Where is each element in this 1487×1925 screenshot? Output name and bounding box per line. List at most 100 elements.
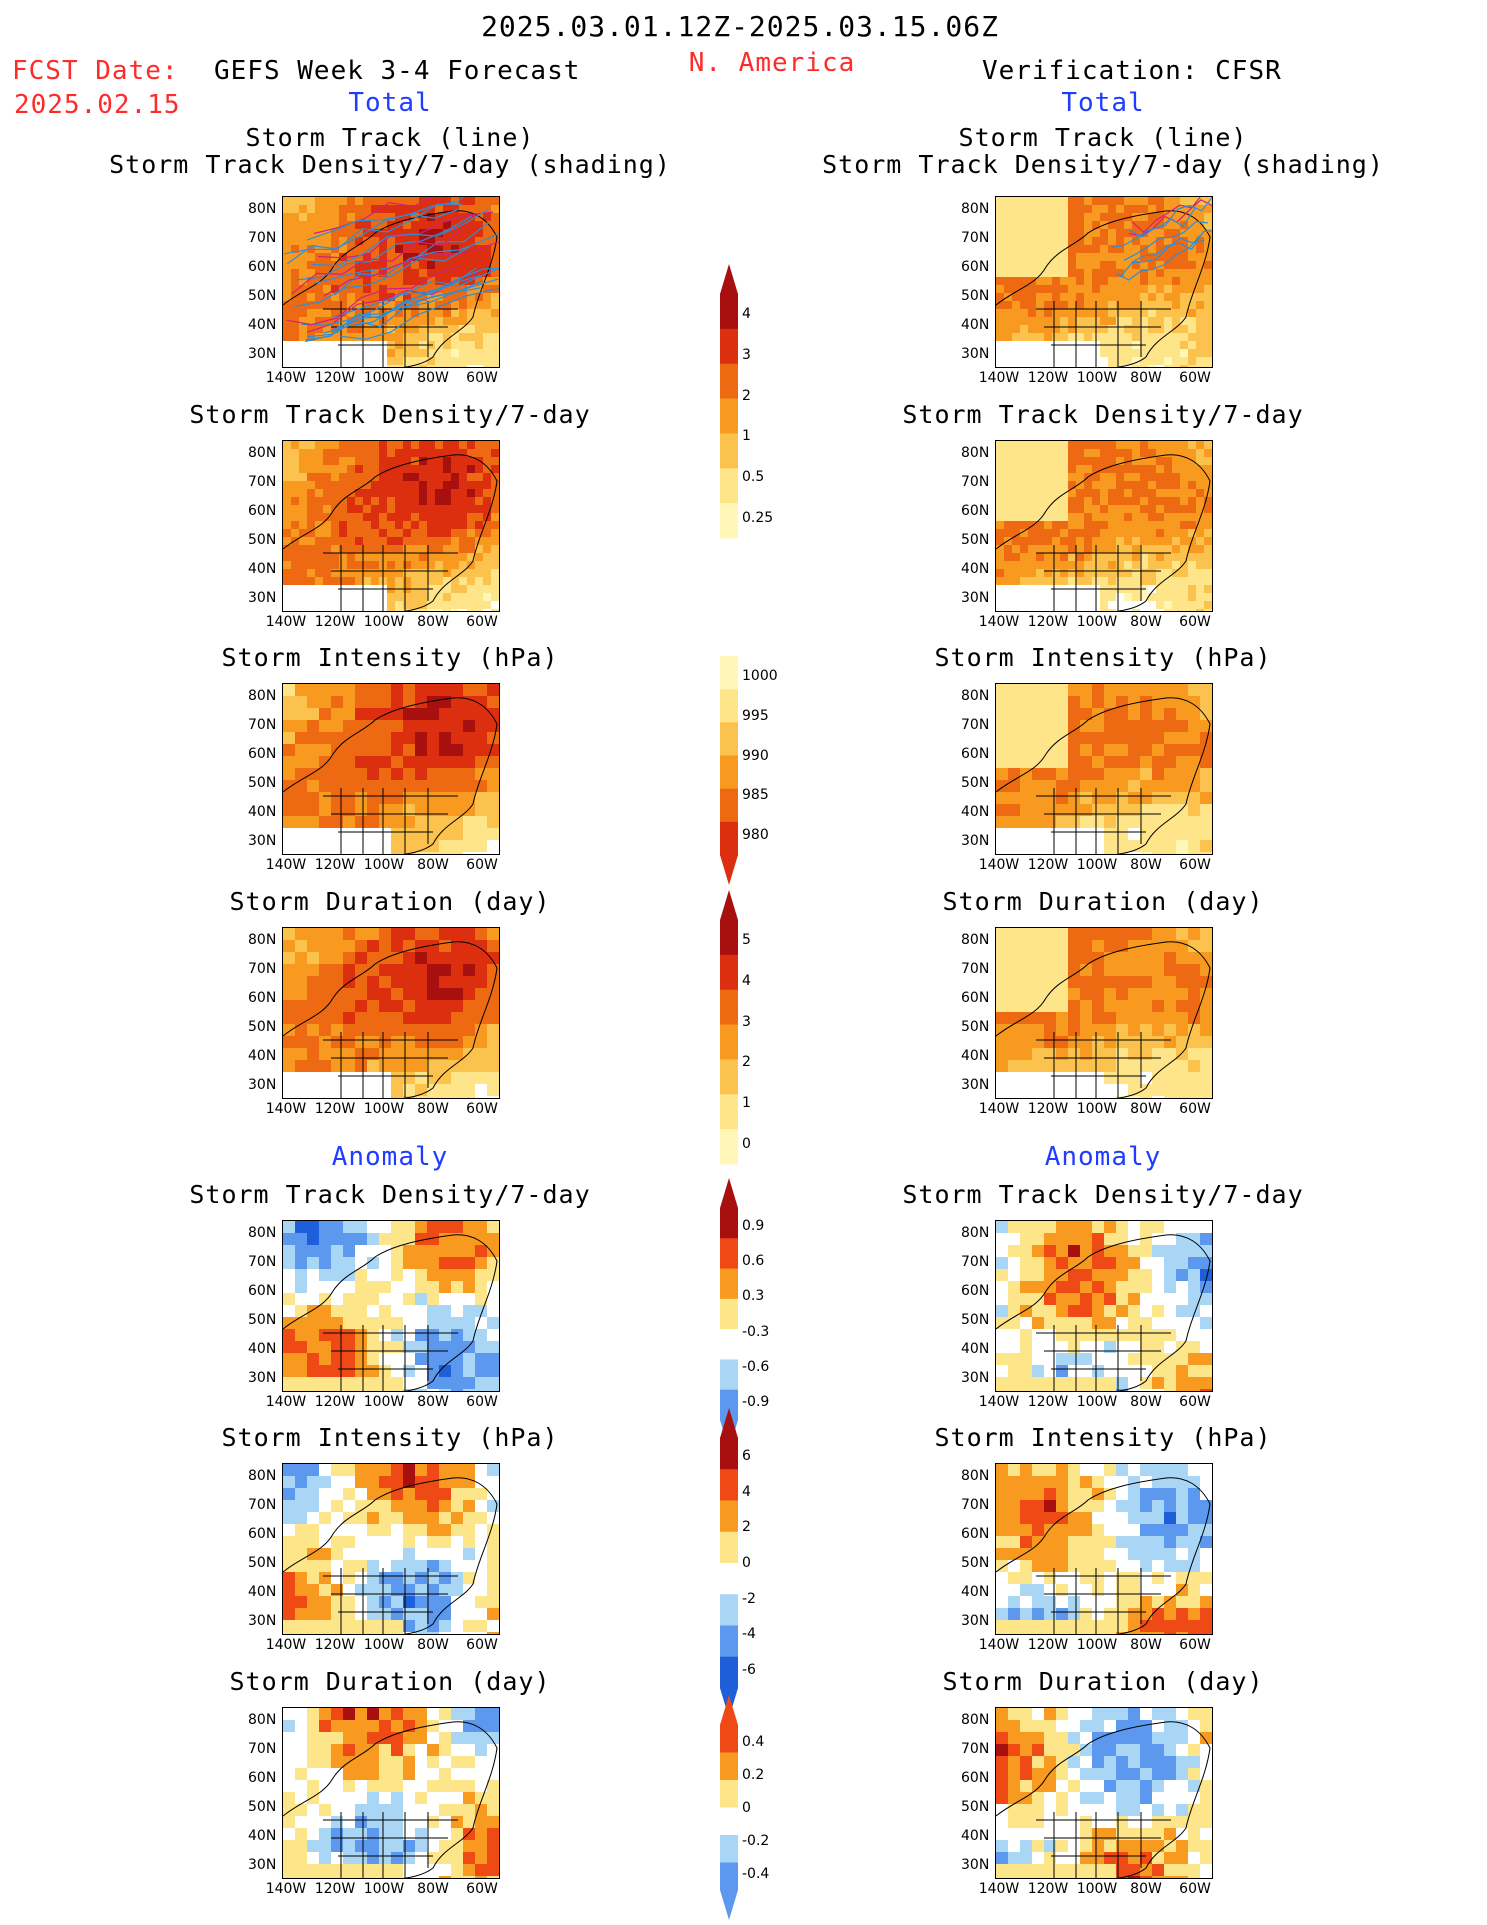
storm-track-line (1131, 230, 1212, 263)
lat-tick-label: 80N (961, 1468, 990, 1484)
map-panel-r6-forecast (282, 1463, 500, 1635)
colorbar-label: 0.3 (742, 1288, 765, 1305)
storm-track-line (291, 225, 468, 295)
lat-tick-label: 70N (248, 961, 277, 977)
lat-tick-label: 50N (961, 288, 990, 304)
panel-title: Storm Track Density/7-day (shading) (109, 150, 671, 179)
colorbar-label: -0.9 (742, 1394, 770, 1411)
lat-tick-label: 50N (961, 775, 990, 791)
lat-tick-label: 60N (248, 259, 277, 275)
lon-tick-label: 140W (265, 857, 307, 873)
lat-tick-label: 50N (248, 288, 277, 304)
colorbar-label: 2 (742, 1519, 751, 1536)
colorbar-label: 0.25 (742, 509, 774, 526)
map-panel-r5-verification (995, 1220, 1213, 1392)
lat-tick-label: 40N (248, 1341, 277, 1357)
colorbar-label: 5 (742, 932, 751, 949)
map-panel-r3-verification (995, 683, 1213, 855)
lat-tick-label: 40N (961, 804, 990, 820)
coastline (283, 1234, 498, 1391)
storm-track-line (307, 269, 483, 333)
colorbar-label: 4 (742, 973, 751, 989)
lat-tick-label: 70N (248, 474, 277, 490)
lat-tick-label: 70N (961, 717, 990, 733)
storm-track-line (333, 267, 499, 330)
storm-track-line (1129, 197, 1212, 238)
storm-track-line (312, 209, 488, 267)
lat-tick-label: 80N (248, 445, 277, 461)
lon-tick-label: 80W (417, 857, 449, 873)
lat-tick-label: 50N (248, 775, 277, 791)
colorbar-label: 6 (742, 1447, 751, 1464)
storm-track-line (333, 267, 499, 318)
colorbar-duration-anom (720, 1695, 738, 1920)
lon-tick-label: 60W (466, 1637, 498, 1653)
panel-title: Storm Intensity (hPa) (934, 1423, 1272, 1452)
lon-tick-label: 140W (978, 1637, 1020, 1653)
date-range-title: 2025.03.01.12Z-2025.03.15.06Z (481, 10, 999, 43)
lon-tick-label: 60W (466, 1101, 498, 1117)
colorbar-label: 1 (742, 428, 751, 445)
colorbar-label: 4 (742, 306, 751, 323)
lon-tick-label: 80W (417, 1881, 449, 1897)
colorbar-label: -0.6 (742, 1359, 770, 1375)
lon-tick-label: 120W (314, 1101, 356, 1117)
colorbar-label: 0 (742, 1555, 751, 1571)
map-panel-r4-forecast (282, 927, 500, 1099)
lat-tick-label: 60N (961, 1283, 990, 1299)
panel-title: Storm Intensity (hPa) (221, 643, 559, 672)
colorbar-label: -0.2 (742, 1832, 770, 1849)
colorbar-label: 0.4 (742, 1733, 765, 1750)
lat-tick-label: 60N (961, 259, 990, 275)
lon-tick-label: 80W (1130, 1394, 1162, 1410)
lon-tick-label: 120W (314, 1394, 356, 1410)
lat-tick-label: 30N (248, 346, 277, 362)
lat-tick-label: 30N (961, 1857, 990, 1873)
lon-tick-label: 80W (417, 1101, 449, 1117)
coastline (996, 454, 1211, 611)
map-field (283, 441, 499, 611)
lon-tick-label: 100W (1076, 1881, 1118, 1897)
lat-tick-label: 50N (961, 1799, 990, 1815)
lon-tick-label: 80W (417, 614, 449, 630)
map-panel-r3-forecast (282, 683, 500, 855)
lat-tick-label: 40N (248, 317, 277, 333)
lat-tick-label: 50N (248, 532, 277, 548)
storm-track-line (1131, 197, 1201, 234)
lat-tick-label: 70N (248, 1741, 277, 1757)
storm-track-line (1116, 234, 1202, 281)
colorbar-label: 980 (742, 827, 769, 844)
colorbar-density (720, 264, 738, 539)
map-panel-r7-forecast (282, 1707, 500, 1879)
lat-tick-label: 80N (961, 1225, 990, 1241)
colorbar-label: -0.4 (742, 1865, 770, 1882)
lon-tick-label: 80W (1130, 1101, 1162, 1117)
lat-tick-label: 30N (961, 833, 990, 849)
lat-tick-label: 50N (248, 1555, 277, 1571)
lat-tick-label: 50N (248, 1019, 277, 1035)
lon-tick-label: 120W (1027, 1637, 1069, 1653)
panel-title: Storm Duration (day) (942, 1667, 1264, 1696)
map-panel-r1-forecast (282, 196, 500, 368)
lon-tick-label: 140W (978, 1881, 1020, 1897)
lon-tick-label: 140W (265, 1394, 307, 1410)
lon-tick-label: 60W (466, 857, 498, 873)
lat-tick-label: 40N (961, 317, 990, 333)
lon-tick-label: 120W (1027, 1394, 1069, 1410)
storm-track-line (286, 203, 463, 265)
storm-track-line (1123, 220, 1209, 261)
anomaly-label-right: Anomaly (1044, 1142, 1162, 1172)
lat-tick-label: 40N (961, 1341, 990, 1357)
storm-track-line (1119, 237, 1205, 278)
map-panel-r2-verification (995, 440, 1213, 612)
lon-tick-label: 120W (1027, 370, 1069, 386)
verification-title: Verification: CFSR (982, 56, 1282, 86)
lon-tick-label: 140W (978, 614, 1020, 630)
lat-tick-label: 60N (248, 1770, 277, 1786)
panel-title: Storm Track Density/7-day (902, 400, 1304, 429)
panel-title: Storm Duration (day) (942, 887, 1264, 916)
coastline (283, 454, 498, 611)
colorbar-label: 3 (742, 347, 751, 363)
lat-tick-label: 40N (961, 1584, 990, 1600)
colorbar-label: 995 (742, 707, 769, 724)
